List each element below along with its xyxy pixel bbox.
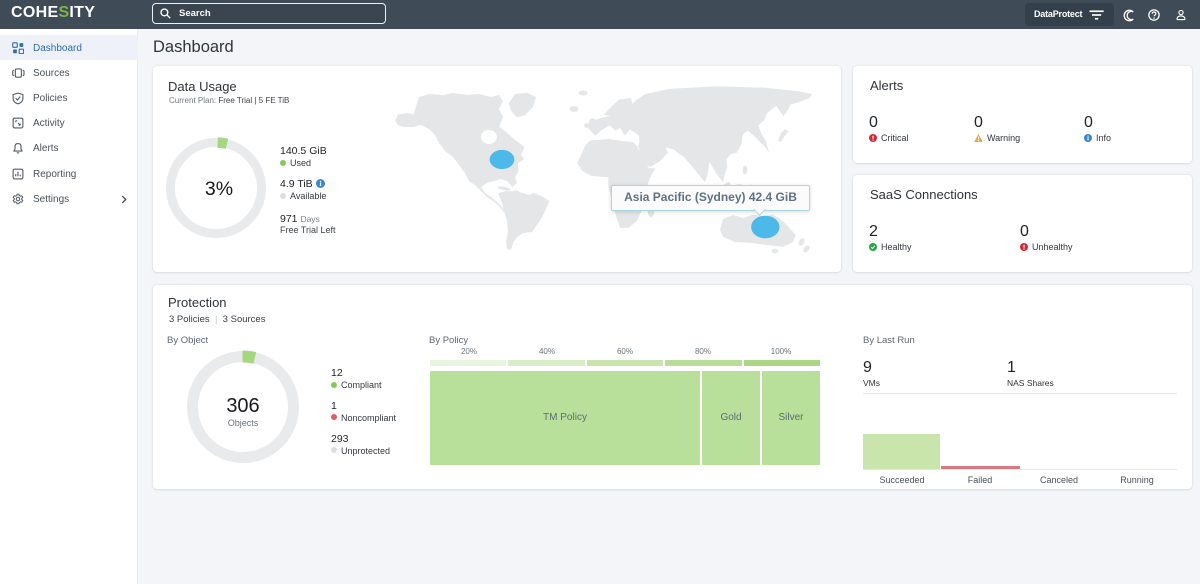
svg-text:Objects: Objects <box>228 418 259 428</box>
svg-text:3%: 3% <box>205 178 233 200</box>
svg-text:306: 306 <box>226 395 259 417</box>
